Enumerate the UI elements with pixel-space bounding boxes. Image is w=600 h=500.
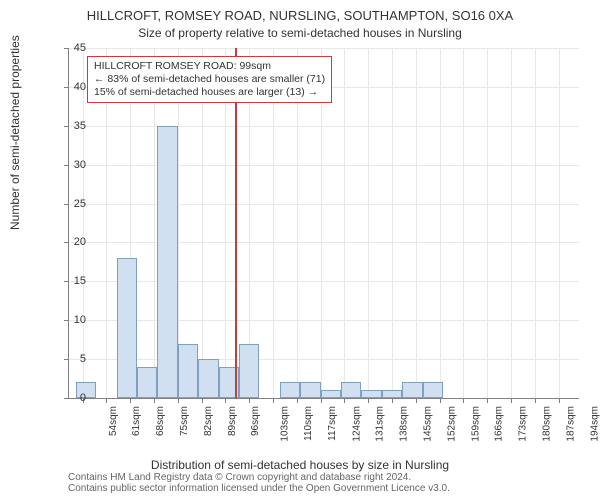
xtick-mark [535,398,536,403]
xtick-label: 103sqm [280,406,291,442]
xtick-mark [559,398,560,403]
gridline-horizontal [69,242,579,243]
histogram-bar [402,382,422,398]
xtick-label: 145sqm [423,406,434,442]
gridline-vertical [392,48,393,398]
gridline-vertical [559,48,560,398]
xtick-mark [440,398,441,403]
ytick-label: 35 [56,120,86,132]
ytick-label: 45 [56,42,86,54]
ytick-label: 0 [56,392,86,404]
xtick-mark [297,398,298,403]
histogram-bar [178,344,198,398]
gridline-vertical [535,48,536,398]
histogram-bar [280,382,300,398]
xtick-label: 96sqm [250,406,261,436]
xtick-mark [487,398,488,403]
xtick-mark [392,398,393,403]
histogram-bar [157,126,177,398]
plot-area: HILLCROFT ROMSEY ROAD: 99sqm← 83% of sem… [68,48,579,399]
histogram-bar [239,344,259,398]
xtick-mark [154,398,155,403]
ytick-label: 25 [56,198,86,210]
xtick-label: 138sqm [399,406,410,442]
xtick-label: 117sqm [327,406,338,441]
histogram-bar [361,390,381,398]
attribution-line-2: Contains public sector information licen… [68,483,450,494]
histogram-bar [321,390,341,398]
chart-container: HILLCROFT, ROMSEY ROAD, NURSLING, SOUTHA… [0,0,600,500]
xtick-label: 82sqm [203,406,214,436]
histogram-bar [341,382,361,398]
xtick-label: 187sqm [565,406,576,442]
gridline-horizontal [69,320,579,321]
gridline-horizontal [69,165,579,166]
xtick-mark [416,398,417,403]
ytick-label: 10 [56,314,86,326]
xtick-mark [202,398,203,403]
legend-box: HILLCROFT ROMSEY ROAD: 99sqm← 83% of sem… [87,56,332,103]
histogram-bar [300,382,320,398]
y-axis-label: Number of semi-detached properties [8,35,22,230]
gridline-horizontal [69,126,579,127]
ytick-label: 5 [56,353,86,365]
xtick-mark [368,398,369,403]
legend-line-1: HILLCROFT ROMSEY ROAD: 99sqm [94,60,325,73]
histogram-bar [382,390,402,398]
xtick-mark [225,398,226,403]
xtick-label: 68sqm [155,406,166,436]
xtick-mark [130,398,131,403]
legend-line-3: 15% of semi-detached houses are larger (… [94,86,325,99]
attribution-line-1: Contains HM Land Registry data © Crown c… [68,472,450,483]
xtick-mark [273,398,274,403]
xtick-mark [249,398,250,403]
gridline-vertical [487,48,488,398]
xtick-label: 180sqm [542,406,553,442]
chart-title-main: HILLCROFT, ROMSEY ROAD, NURSLING, SOUTHA… [0,8,600,23]
gridline-horizontal [69,359,579,360]
histogram-bar [137,367,157,398]
xtick-mark [106,398,107,403]
xtick-label: 89sqm [227,406,238,436]
xtick-mark [178,398,179,403]
xtick-label: 166sqm [494,406,505,442]
xtick-label: 75sqm [179,406,190,436]
xtick-label: 194sqm [589,406,600,442]
gridline-vertical [511,48,512,398]
ytick-label: 20 [56,236,86,248]
xtick-mark [344,398,345,403]
gridline-vertical [83,48,84,398]
xtick-mark [321,398,322,403]
ytick-label: 30 [56,159,86,171]
xtick-label: 61sqm [131,406,142,436]
xtick-label: 124sqm [351,406,362,442]
histogram-bar [117,258,137,398]
gridline-horizontal [69,48,579,49]
legend-line-2: ← 83% of semi-detached houses are smalle… [94,73,325,86]
ytick-label: 15 [56,275,86,287]
xtick-mark [463,398,464,403]
x-axis-label: Distribution of semi-detached houses by … [0,458,600,472]
attribution-text: Contains HM Land Registry data © Crown c… [68,472,450,494]
xtick-label: 131sqm [375,406,386,442]
gridline-vertical [440,48,441,398]
gridline-vertical [344,48,345,398]
ytick-label: 40 [56,81,86,93]
xtick-label: 54sqm [108,406,119,436]
gridline-horizontal [69,204,579,205]
xtick-label: 152sqm [446,406,457,442]
gridline-vertical [368,48,369,398]
xtick-mark [511,398,512,403]
gridline-vertical [463,48,464,398]
gridline-vertical [416,48,417,398]
xtick-label: 110sqm [303,406,314,441]
xtick-label: 173sqm [518,406,529,442]
chart-title-sub: Size of property relative to semi-detach… [0,26,600,40]
gridline-horizontal [69,281,579,282]
histogram-bar [423,382,443,398]
xtick-label: 159sqm [470,406,481,442]
histogram-bar [198,359,218,398]
